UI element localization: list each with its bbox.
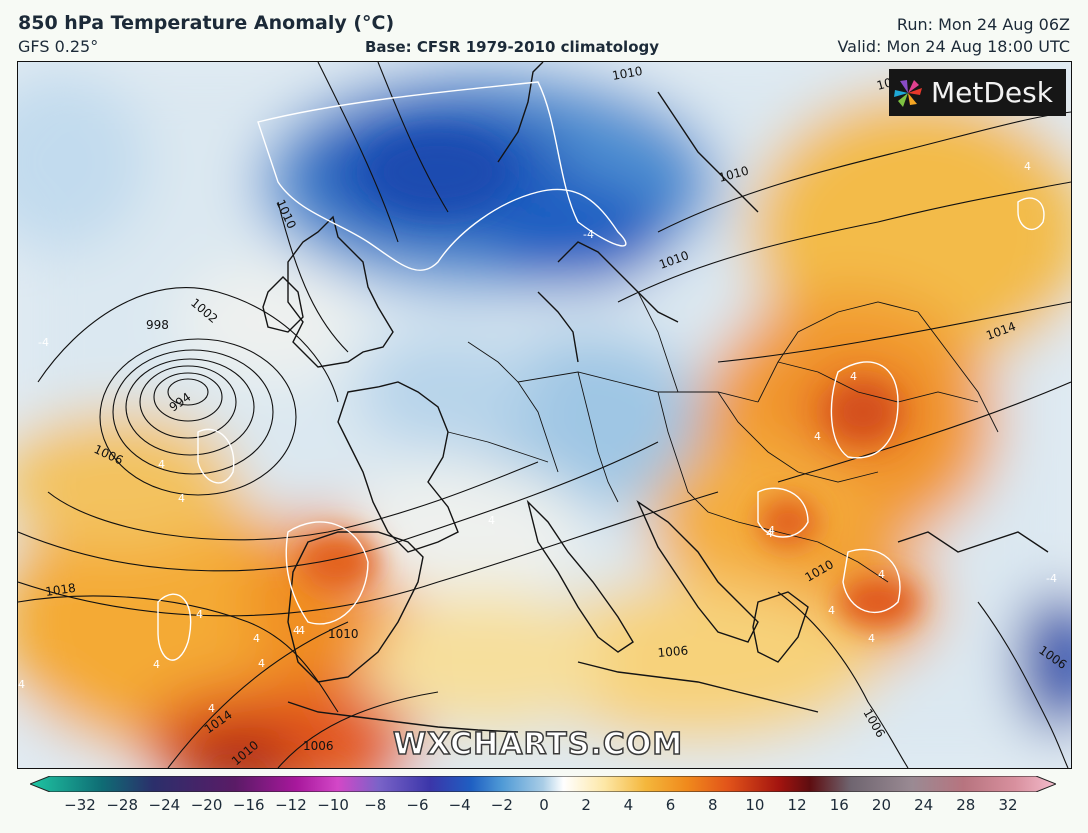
colorbar-tick-label: 24	[914, 796, 934, 814]
model-name: GFS 0.25°	[18, 37, 99, 56]
isobars	[18, 62, 1071, 768]
colorbar-tick-label: 6	[665, 796, 676, 814]
anomaly-label: 4	[850, 370, 857, 383]
isobar-label: 1006	[303, 739, 334, 753]
colorbar-tick-label: 28	[956, 796, 976, 814]
anomaly-label: 4	[18, 678, 25, 691]
run-time: Run: Mon 24 Aug 06Z	[896, 15, 1070, 34]
isobar-label: 1010	[328, 627, 359, 641]
colorbar-tick-label: 0	[539, 796, 549, 814]
anomaly-label: 4	[196, 608, 203, 621]
anomaly-label: 4	[258, 657, 265, 670]
colorbar-tick-label: 10	[745, 796, 765, 814]
colorbar-tick-label: 20	[871, 796, 891, 814]
anomaly-label: 4	[488, 514, 495, 527]
colorbar-tick-label: 2	[581, 796, 591, 814]
anomaly-labels: -4 -4 -4 4 4 4 4 4 4 4 4 4 4 4 4 4 4 4 4…	[18, 160, 1057, 715]
coastlines	[262, 62, 1049, 733]
anomaly-field	[18, 62, 1071, 768]
anomaly-label: -4	[1046, 572, 1057, 585]
colorbar-tick-label: −4	[448, 796, 471, 814]
logo-text: MetDesk	[931, 76, 1053, 109]
anomaly-label: 4	[1024, 160, 1031, 173]
isobar-label: 1006	[657, 643, 689, 660]
colorbar-tick-label: −32	[64, 796, 96, 814]
anomaly-label: 4	[293, 624, 300, 637]
colorbar-tick-label: −12	[275, 796, 307, 814]
climatology-base: Base: CFSR 1979-2010 climatology	[365, 38, 660, 56]
colorbar-tick-label: 8	[707, 796, 718, 814]
isobar-label: 1010	[611, 64, 644, 83]
colorbar-tick-label: −10	[317, 796, 349, 814]
anomaly-label: 4	[814, 430, 821, 443]
isobar-label: 1018	[44, 581, 76, 599]
anomaly-contours	[157, 81, 1045, 661]
colorbar-tick-label: 32	[998, 796, 1018, 814]
anomaly-label: 4	[298, 624, 305, 637]
anomaly-label: 4	[878, 568, 885, 581]
anomaly-label: 4	[178, 492, 185, 505]
anomaly-label: 4	[253, 632, 260, 645]
country-borders	[447, 291, 999, 583]
colorbar-tick-label: −24	[148, 796, 181, 814]
anomaly-label: 4	[766, 527, 773, 540]
anomaly-label: -4	[38, 336, 49, 349]
valid-time: Valid: Mon 24 Aug 18:00 UTC	[837, 37, 1070, 56]
colorbar	[30, 776, 1056, 792]
metdesk-logo: MetDesk	[889, 69, 1066, 116]
colorbar-tick-label: −16	[232, 796, 265, 814]
colorbar-ticks: −32 −28 −24 −20 −16 −12 −10 −8 −6 −4 −2 0 2 4 6 8 10 12 16…	[0, 796, 1088, 818]
chart-title: 850 hPa Temperature Anomaly (°C)	[18, 12, 395, 34]
colorbar-tick-label: −2	[490, 796, 513, 814]
colorbar-tick-label: 16	[829, 796, 849, 814]
colorbar-tick-label: −8	[364, 796, 387, 814]
colorbar-tick-label: 4	[623, 796, 634, 814]
anomaly-label: 4	[828, 604, 835, 617]
colorbar-tick-label: −6	[406, 796, 429, 814]
isobar-label: 998	[146, 318, 169, 332]
anomaly-label: 4	[208, 702, 215, 715]
anomaly-label: 4	[153, 658, 160, 671]
colorbar-tick-label: −20	[190, 796, 223, 814]
anomaly-label: 4	[768, 524, 775, 537]
colorbar-tick-label: −28	[106, 796, 138, 814]
anomaly-label: -4	[583, 228, 594, 241]
anomaly-map[interactable]: 1002 998 994 1006 1010 1010 1010 1010 10…	[17, 61, 1072, 769]
anomaly-label: 4	[158, 458, 165, 471]
colorbar-tick-label: 12	[787, 796, 807, 814]
anomaly-label: 4	[868, 632, 875, 645]
watermark: WXCHARTS.COM	[392, 726, 684, 763]
pinwheel-icon	[894, 79, 922, 107]
